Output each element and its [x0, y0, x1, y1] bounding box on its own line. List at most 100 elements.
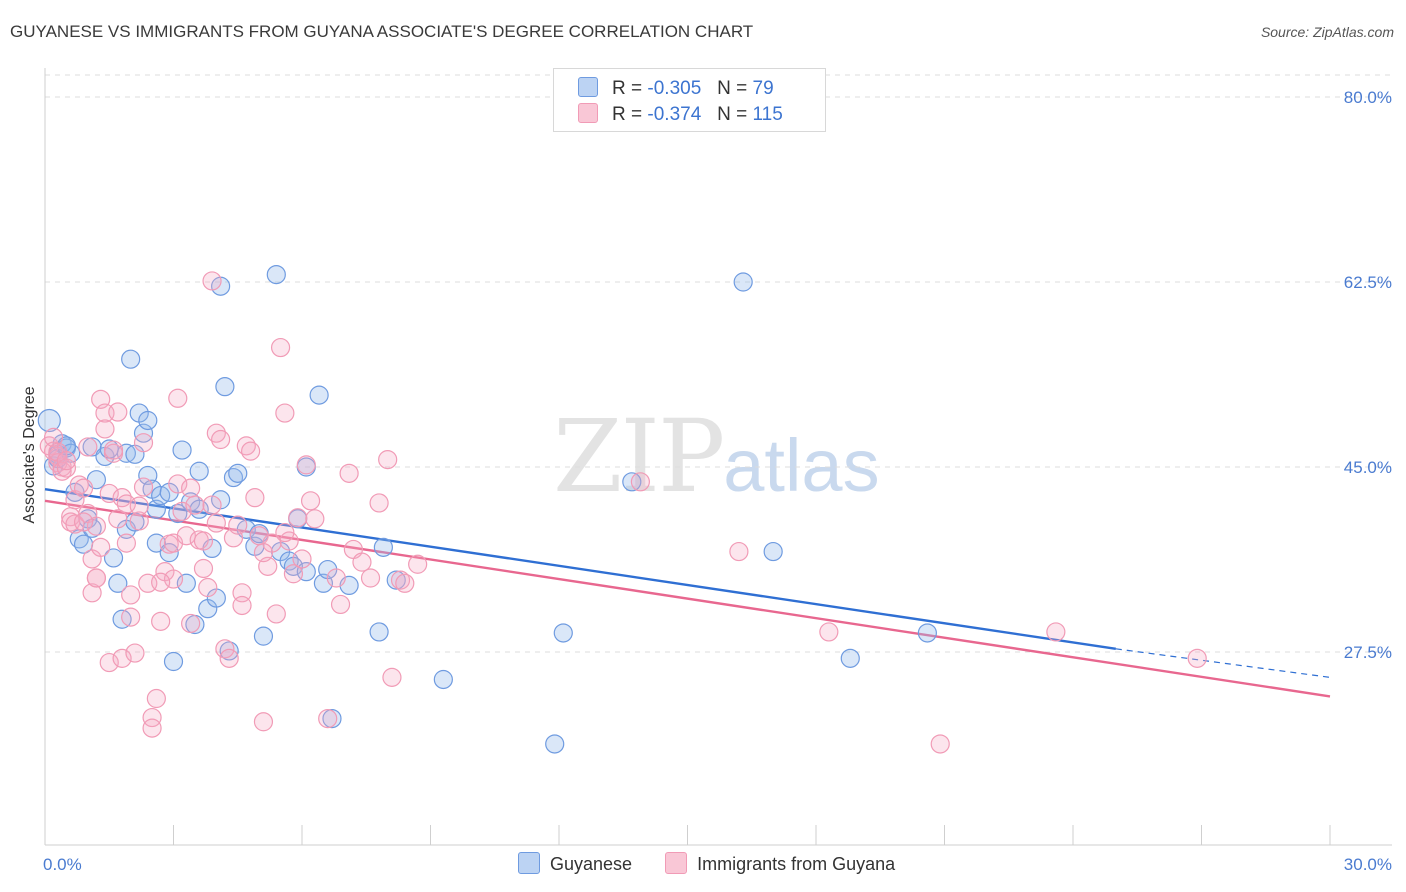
data-point [103, 440, 124, 460]
data-point [275, 522, 295, 543]
data-point [729, 541, 749, 562]
data-point [378, 450, 398, 470]
data-point [108, 573, 128, 593]
data-point [241, 441, 261, 461]
data-point [300, 491, 321, 511]
trend-lines [44, 488, 1331, 698]
data-point [129, 496, 149, 516]
data-point [185, 495, 205, 515]
y-axis-label: Associate's Degree [21, 386, 38, 523]
stats-legend-row-immigrants: R = -0.374 N = 115 [578, 103, 783, 127]
data-point [108, 509, 128, 529]
legend-item-immigrants[interactable]: Immigrants from Guyana [665, 852, 895, 875]
r-value: -0.374 [647, 104, 702, 125]
data-point [545, 734, 565, 754]
data-point [91, 537, 111, 557]
data-point [202, 495, 222, 515]
data-point [553, 623, 573, 643]
n-label: N = [717, 104, 748, 125]
data-point [121, 607, 141, 627]
data-point [395, 573, 415, 593]
data-points [37, 265, 1207, 754]
data-point [215, 377, 235, 397]
data-point [133, 477, 154, 497]
data-point [99, 483, 119, 504]
data-point [181, 478, 201, 498]
gridlines [45, 74, 1392, 653]
x-tick-label: 30.0% [1344, 855, 1392, 874]
y-tick-label: 45.0% [1344, 458, 1392, 477]
watermark: ZIPatlas [553, 398, 880, 515]
r-label: R = [612, 104, 643, 125]
data-point [78, 437, 98, 457]
data-point [266, 265, 286, 285]
data-point [369, 493, 389, 513]
guyanese-swatch [518, 852, 540, 874]
data-point [82, 437, 102, 457]
source-label: Source: ZipAtlas.com [1260, 24, 1394, 40]
data-point [198, 577, 218, 598]
legend-label: Guyanese [550, 854, 633, 874]
data-point [151, 572, 171, 592]
data-point [133, 433, 154, 453]
data-point [408, 554, 428, 574]
trend-line [44, 488, 1117, 651]
data-point [142, 707, 162, 728]
data-point [73, 512, 94, 532]
data-point [253, 626, 274, 646]
data-point [142, 718, 162, 738]
data-point [245, 488, 265, 508]
data-point [215, 639, 235, 659]
data-point [73, 478, 94, 498]
data-point [223, 528, 244, 548]
data-point [121, 585, 141, 605]
data-point [228, 515, 248, 535]
series-legend: Guyanese Immigrants from Guyana [518, 852, 923, 875]
y-tick-label: 80.0% [1344, 88, 1392, 107]
data-point [763, 541, 783, 562]
data-point [288, 508, 308, 528]
stats-legend-row-guyanese: R = -0.305 N = 79 [578, 77, 774, 101]
x-tick-label: 0.0% [43, 855, 82, 874]
data-point [733, 272, 753, 292]
n-label: N = [717, 78, 748, 99]
data-point [253, 543, 274, 563]
data-point [296, 455, 316, 475]
data-point [202, 271, 222, 291]
data-point [232, 595, 252, 616]
data-point [56, 458, 77, 478]
n-value: 115 [752, 104, 783, 125]
data-point [151, 611, 171, 631]
data-point [352, 552, 372, 572]
data-point [172, 440, 192, 460]
data-point [253, 712, 274, 732]
data-point [193, 531, 214, 551]
data-point [275, 403, 295, 423]
legend-item-guyanese[interactable]: Guyanese [518, 852, 632, 875]
data-point [129, 511, 149, 531]
axes [44, 68, 1392, 846]
immigrants-swatch [578, 103, 598, 123]
data-point [309, 385, 329, 405]
data-point [82, 583, 102, 603]
data-point [219, 648, 239, 668]
r-label: R = [612, 78, 643, 99]
guyanese-swatch [578, 77, 598, 97]
data-point [326, 568, 346, 588]
data-point [189, 461, 209, 481]
data-point [382, 667, 402, 687]
data-point [360, 568, 381, 588]
r-value: -0.305 [647, 78, 702, 99]
data-point [369, 622, 389, 642]
trend-line [44, 499, 1331, 698]
data-point [168, 388, 188, 408]
data-point [121, 349, 141, 369]
tick-labels: 80.0% 62.5% 45.0% 27.5% 0.0% 30.0% [43, 88, 1392, 874]
data-point [43, 427, 64, 447]
y-tick-label: 62.5% [1344, 273, 1392, 292]
data-point [917, 623, 937, 643]
immigrants-swatch [665, 852, 688, 874]
data-point [37, 408, 61, 433]
data-point [95, 419, 115, 439]
data-point [283, 564, 304, 584]
